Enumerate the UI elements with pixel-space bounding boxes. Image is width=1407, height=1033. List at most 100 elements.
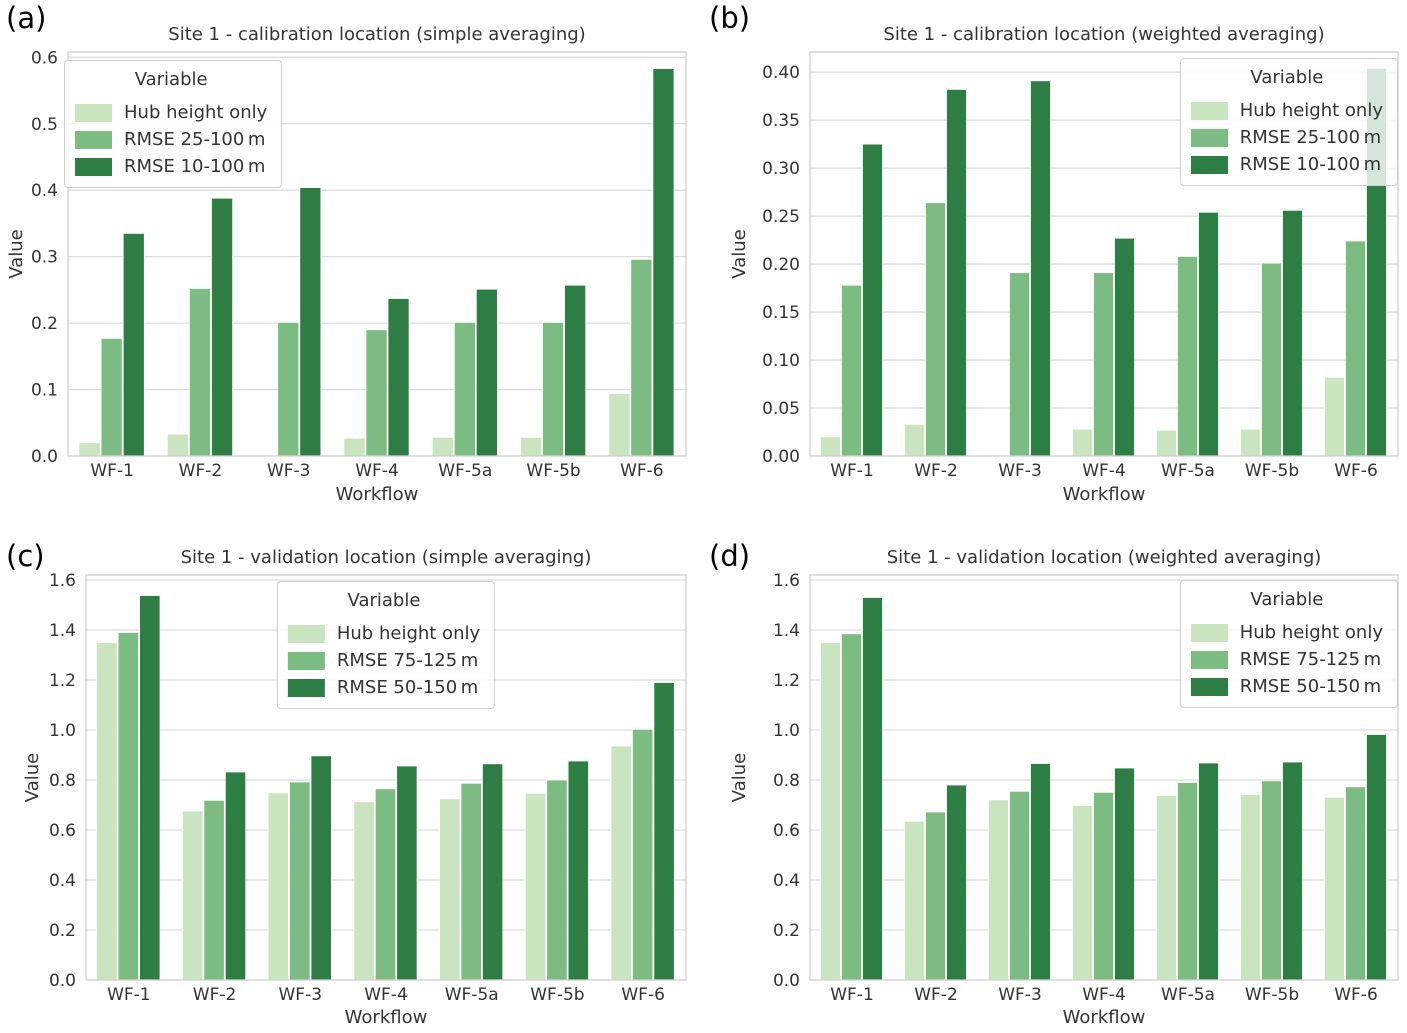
y-tick-label: 1.6 bbox=[49, 571, 76, 591]
y-tick-label: 0.40 bbox=[762, 63, 800, 83]
bar-WF-5a-series1 bbox=[439, 798, 461, 981]
bar-WF-5b-series2 bbox=[1261, 780, 1282, 981]
y-tick-label: 0.35 bbox=[762, 111, 800, 131]
bar-WF-3-series1 bbox=[267, 792, 289, 981]
bar-WF-3-series3 bbox=[299, 187, 322, 457]
panel-letter: (b) bbox=[709, 1, 751, 35]
chart-title: Site 1 - validation location (simple ave… bbox=[181, 547, 592, 568]
chart-svg: 0.0 0.2 0.4 0.6 0.8 1.0 1.2 1.4 1.6 WF-1 WF-2 WF-3 W… bbox=[22, 547, 687, 1028]
legend-swatch-medium bbox=[1190, 650, 1228, 669]
bar-WF-5a-series2 bbox=[1177, 782, 1198, 981]
legend-item: Hub height only bbox=[1190, 622, 1383, 643]
bar-WF-6-series2 bbox=[1345, 240, 1366, 457]
y-tick-label: 1.0 bbox=[49, 721, 76, 741]
bar-WF-6-series2 bbox=[632, 728, 654, 981]
bar-WF-4-series2 bbox=[1093, 272, 1114, 457]
chart-panel-d: (d) 0.0 0.2 0.4 0.6 0.8 1.0 1.2 1.4 1.6 WF-1 WF-2 WF… bbox=[703, 520, 1407, 1029]
bar-WF-1-series2 bbox=[841, 284, 862, 457]
x-tick-label: WF-5a bbox=[1161, 461, 1215, 481]
bar-WF-2-series1 bbox=[181, 810, 204, 981]
x-tick-label: WF-1 bbox=[90, 461, 134, 481]
y-tick-label: 0.05 bbox=[762, 399, 800, 419]
y-tick-label: 0.1 bbox=[31, 381, 58, 401]
bar-WF-5b-series3 bbox=[1282, 209, 1303, 457]
chart-panel-a: (a) 0.0 0.1 0.2 0.3 0.4 0.5 0.6 WF-1 WF-2 WF-3 WF-4… bbox=[0, 0, 703, 520]
plot-area-border bbox=[809, 51, 1399, 457]
legend-swatch-dark bbox=[1190, 155, 1228, 174]
y-axis-label: Value bbox=[729, 753, 750, 802]
bar-WF-5b-series3 bbox=[567, 760, 589, 981]
bar-WF-3-series1 bbox=[988, 799, 1009, 981]
legend-swatch-dark bbox=[75, 157, 112, 176]
legend-swatch-dark bbox=[287, 678, 325, 697]
x-tick-label: WF-1 bbox=[107, 985, 151, 1005]
x-tick-label: WF-6 bbox=[1334, 985, 1378, 1005]
legend-item: Hub height only bbox=[75, 102, 267, 123]
chart-title: Site 1 - validation location (weighted a… bbox=[887, 547, 1322, 568]
bar-WF-2-series3 bbox=[224, 771, 247, 981]
bar-WF-2-series2 bbox=[188, 288, 211, 457]
x-tick-label: WF-2 bbox=[914, 461, 958, 481]
legend-label: RMSE 10-100 m bbox=[124, 156, 266, 177]
y-tick-label: 0.4 bbox=[49, 871, 76, 891]
x-tick-label: WF-5b bbox=[1245, 985, 1299, 1005]
y-tick-label: 0.00 bbox=[762, 447, 800, 467]
x-tick-label: WF-3 bbox=[267, 461, 311, 481]
legend-item: RMSE 25-100 m bbox=[75, 129, 267, 150]
bar-WF-5a-series3 bbox=[475, 288, 498, 457]
bar-WF-6-series1 bbox=[1324, 796, 1345, 981]
bar-WF-5a-series1 bbox=[1156, 795, 1177, 981]
bar-WF-1-series2 bbox=[100, 337, 123, 457]
bar-WF-4-series3 bbox=[1114, 767, 1135, 981]
bar-WF-4-series2 bbox=[1093, 791, 1114, 981]
legend-label: Hub height only bbox=[336, 623, 481, 644]
bar-WF-1-series1 bbox=[820, 436, 841, 457]
panel-letter: (a) bbox=[6, 1, 47, 35]
legend-label: Hub height only bbox=[1239, 622, 1383, 643]
bar-WF-5b-series2 bbox=[542, 321, 565, 457]
chart-svg: 0.0 0.2 0.4 0.6 0.8 1.0 1.2 1.4 1.6 WF-1 WF-2 WF-3 W… bbox=[729, 547, 1399, 1028]
x-tick-label: WF-3 bbox=[998, 461, 1042, 481]
legend-swatch-light bbox=[1190, 623, 1228, 642]
y-tick-label: 1.2 bbox=[49, 671, 76, 691]
bar-WF-2-series3 bbox=[946, 89, 967, 457]
bar-WF-4-series1 bbox=[353, 801, 375, 981]
legend-item: RMSE 75-125 m bbox=[287, 650, 480, 671]
legend-swatch-medium bbox=[1190, 128, 1228, 147]
x-tick-label: WF-3 bbox=[998, 985, 1042, 1005]
y-tick-label: 0.5 bbox=[31, 115, 58, 135]
x-tick-label: WF-2 bbox=[914, 985, 958, 1005]
legend: Variable Hub height only RMSE 75-125 m RMSE… bbox=[276, 581, 496, 709]
legend-title: Variable bbox=[1250, 589, 1324, 610]
y-tick-label: 0.4 bbox=[773, 871, 800, 891]
bar-WF-2-series1 bbox=[904, 820, 925, 981]
x-tick-label: WF-1 bbox=[830, 985, 874, 1005]
y-tick-label: 0.8 bbox=[49, 771, 76, 791]
bar-WF-3-series2 bbox=[1009, 790, 1030, 981]
bar-WF-1-series3 bbox=[139, 595, 161, 981]
legend-swatch-medium bbox=[75, 130, 112, 149]
x-tick-label: WF-5a bbox=[438, 461, 492, 481]
bar-WF-4-series2 bbox=[365, 329, 388, 457]
panel-letter: (d) bbox=[709, 539, 751, 573]
panel-letter: (c) bbox=[6, 539, 45, 573]
bar-WF-1-series1 bbox=[820, 642, 841, 981]
y-tick-label: 0.20 bbox=[762, 255, 800, 275]
bar-WF-6-series1 bbox=[610, 745, 632, 981]
bar-WF-3-series2 bbox=[277, 321, 300, 457]
x-tick-label: WF-6 bbox=[621, 985, 665, 1005]
chart-svg: 0.00 0.05 0.10 0.15 0.20 0.25 0.30 0.35 0.40 WF-1… bbox=[729, 24, 1399, 505]
legend-label: Hub height only bbox=[1239, 100, 1383, 121]
legend-swatch-light bbox=[287, 624, 325, 643]
chart-title: Site 1 - calibration location (weighted … bbox=[883, 24, 1324, 45]
y-axis-label: Value bbox=[22, 753, 43, 802]
y-axis-label: Value bbox=[6, 229, 27, 278]
bar-WF-5a-series3 bbox=[1198, 211, 1219, 457]
bar-WF-5a-series2 bbox=[460, 782, 482, 981]
y-tick-label: 0.6 bbox=[49, 821, 76, 841]
x-tick-label: WF-5b bbox=[526, 461, 580, 481]
y-tick-label: 0.10 bbox=[762, 351, 800, 371]
y-axis-label: Value bbox=[729, 229, 750, 278]
legend-label: RMSE 10-100 m bbox=[1239, 154, 1382, 175]
